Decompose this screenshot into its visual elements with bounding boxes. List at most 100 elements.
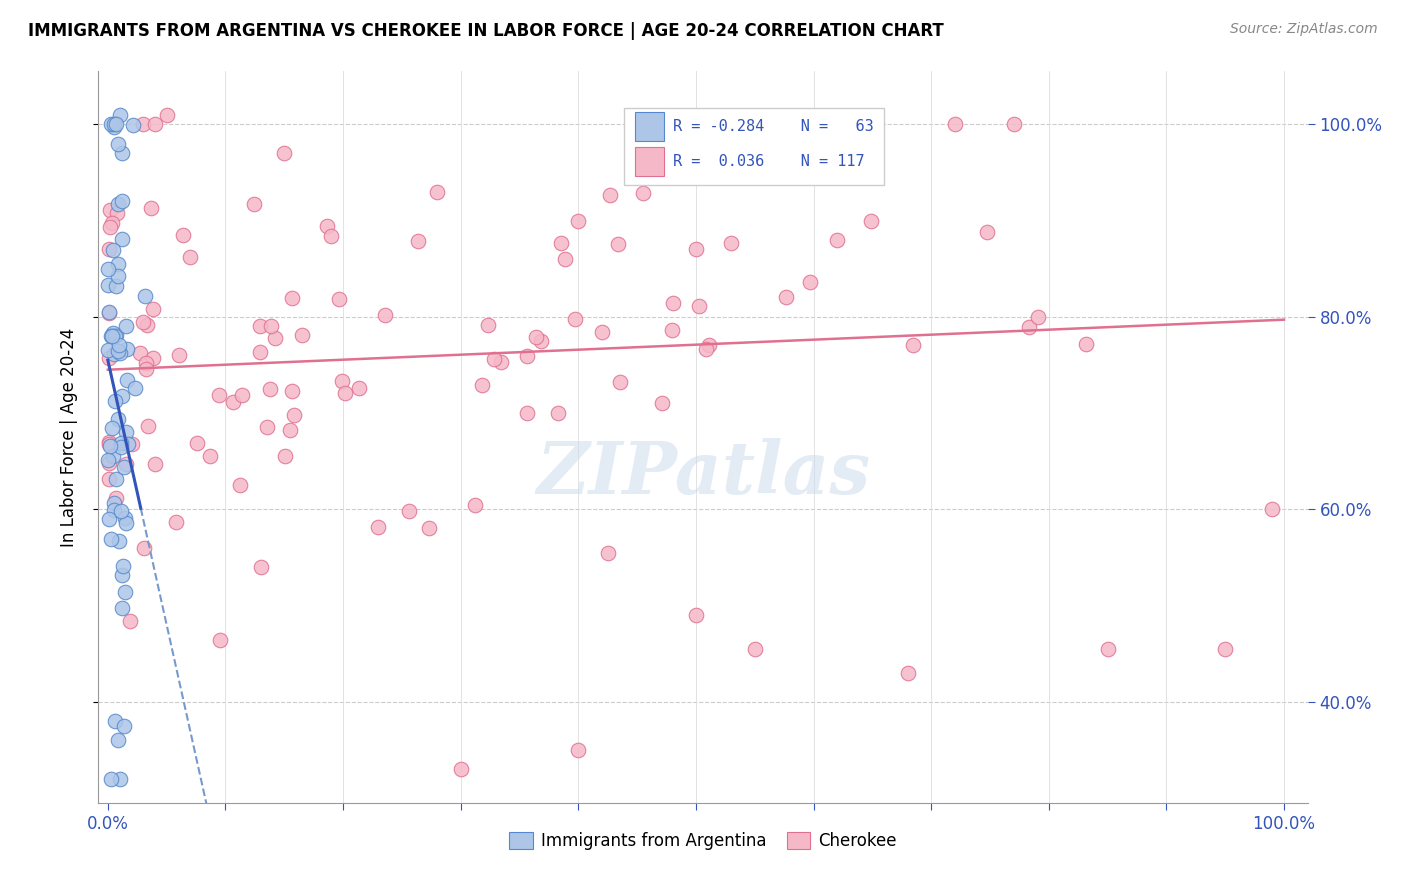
FancyBboxPatch shape	[636, 147, 664, 177]
Point	[107, 136, 129, 151]
Point	[482, 351, 505, 366]
FancyBboxPatch shape	[636, 112, 664, 141]
Point	[112, 459, 135, 474]
Point	[111, 568, 134, 582]
Point	[477, 318, 499, 333]
Text: Source: ZipAtlas.com: Source: ZipAtlas.com	[1230, 22, 1378, 37]
Point	[165, 515, 187, 529]
Point	[105, 206, 128, 220]
Point	[349, 381, 371, 395]
Text: R =  0.036    N = 117: R = 0.036 N = 117	[672, 154, 865, 169]
Point	[107, 269, 129, 284]
Point	[172, 228, 194, 243]
Point	[128, 346, 150, 360]
Point	[107, 534, 129, 549]
Point	[1002, 117, 1025, 131]
Point	[333, 386, 356, 401]
Point	[143, 117, 166, 131]
Point	[97, 452, 120, 467]
Point	[98, 439, 121, 453]
Point	[134, 289, 156, 303]
Point	[281, 384, 304, 399]
Point	[450, 762, 472, 776]
Point	[524, 330, 547, 344]
Point	[464, 499, 486, 513]
Point	[97, 277, 120, 292]
Point	[115, 373, 138, 387]
Point	[1261, 502, 1284, 516]
Point	[897, 665, 920, 680]
Point	[124, 381, 146, 395]
Point	[695, 342, 717, 356]
Legend: Immigrants from Argentina, Cherokee: Immigrants from Argentina, Cherokee	[503, 825, 903, 856]
Text: ZIPatlas: ZIPatlas	[536, 438, 870, 509]
Y-axis label: In Labor Force | Age 20-24: In Labor Force | Age 20-24	[59, 327, 77, 547]
Point	[661, 323, 683, 337]
Point	[825, 233, 848, 247]
Point	[550, 236, 572, 251]
Point	[264, 330, 287, 344]
Point	[697, 338, 720, 352]
Point	[110, 440, 132, 454]
Point	[685, 608, 707, 623]
Point	[100, 329, 122, 343]
Point	[104, 714, 127, 728]
Point	[111, 601, 134, 615]
Point	[208, 632, 231, 647]
FancyBboxPatch shape	[624, 108, 884, 185]
Point	[108, 108, 131, 122]
Point	[108, 337, 131, 351]
Point	[104, 491, 127, 506]
Point	[598, 545, 620, 559]
Point	[208, 388, 231, 402]
Point	[101, 329, 124, 343]
Point	[108, 346, 131, 360]
Point	[103, 347, 125, 361]
Point	[135, 318, 157, 332]
Point	[132, 541, 155, 556]
Point	[114, 425, 136, 440]
Point	[744, 641, 766, 656]
Point	[114, 585, 136, 599]
Point	[799, 275, 821, 289]
Point	[139, 202, 162, 216]
Point	[231, 388, 253, 402]
Point	[976, 225, 998, 239]
Point	[115, 516, 138, 530]
Point	[115, 457, 138, 471]
Point	[273, 146, 295, 161]
Point	[100, 421, 122, 435]
Point	[111, 232, 134, 246]
Point	[426, 185, 449, 199]
Point	[1076, 337, 1098, 351]
Point	[567, 213, 589, 227]
Point	[142, 302, 165, 317]
Point	[744, 117, 766, 131]
Point	[754, 127, 776, 141]
Point	[547, 406, 569, 420]
Point	[779, 117, 801, 131]
Point	[250, 560, 273, 574]
Point	[101, 243, 124, 257]
Point	[186, 436, 208, 450]
Point	[100, 772, 122, 786]
Point	[167, 348, 190, 362]
Point	[104, 394, 127, 409]
Point	[107, 733, 129, 747]
Point	[516, 349, 538, 363]
Point	[530, 334, 553, 348]
Point	[516, 406, 538, 420]
Point	[418, 520, 440, 534]
Point	[112, 559, 135, 574]
Point	[249, 319, 271, 334]
Point	[291, 327, 314, 342]
Point	[319, 228, 342, 243]
Point	[107, 196, 129, 211]
Point	[118, 614, 141, 628]
Point	[859, 214, 882, 228]
Point	[108, 772, 131, 786]
Point	[105, 472, 128, 486]
Point	[112, 719, 135, 733]
Point	[121, 437, 143, 451]
Point	[685, 243, 707, 257]
